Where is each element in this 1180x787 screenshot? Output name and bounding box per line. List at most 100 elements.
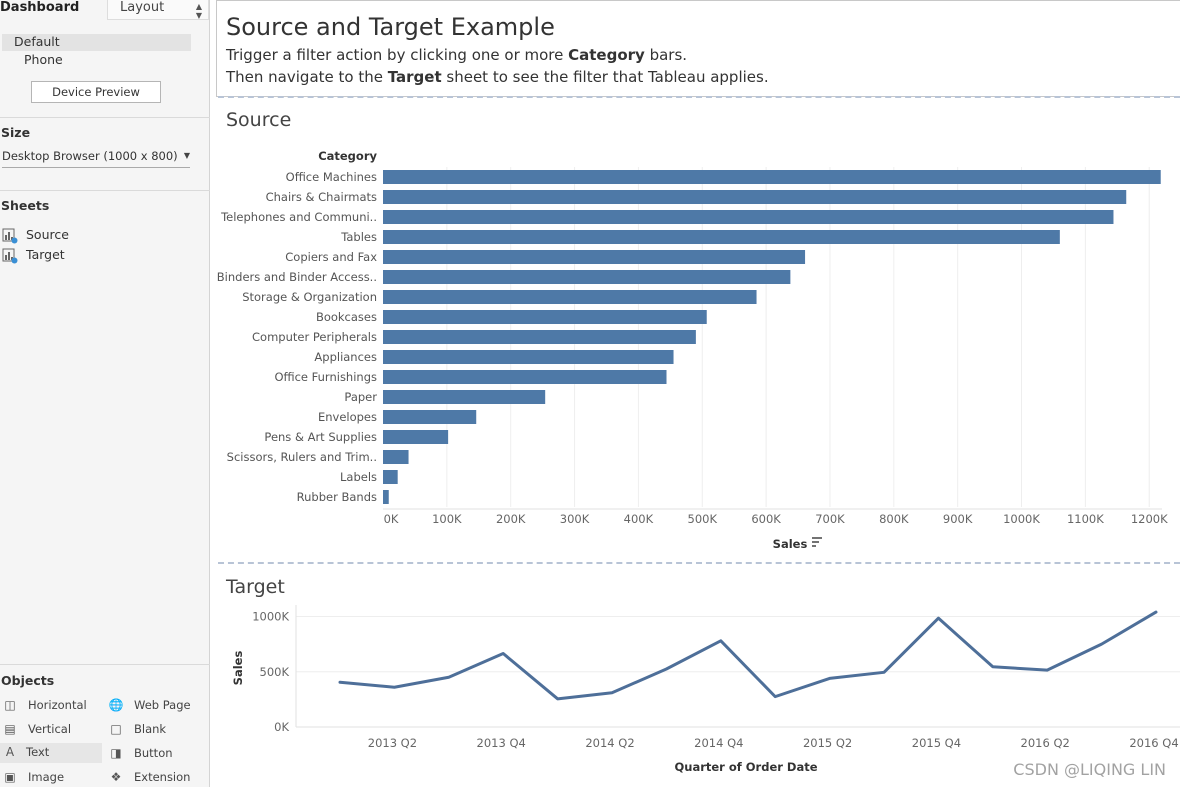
- tab-layout-label: Layout: [120, 0, 165, 15]
- x-tick-label: 2013 Q2: [368, 736, 417, 750]
- x-tick-label: 500K: [688, 512, 718, 526]
- objects-section-title: Objects: [1, 673, 55, 688]
- x-tick-label: 100K: [432, 512, 462, 526]
- x-tick-label: 2014 Q4: [694, 736, 743, 750]
- object-blank[interactable]: □ Blank: [108, 720, 208, 740]
- category-label: Storage & Organization: [242, 290, 377, 304]
- bar[interactable]: [383, 290, 757, 304]
- object-extension[interactable]: ❖ Extension: [108, 768, 208, 787]
- bar[interactable]: [383, 410, 477, 424]
- size-dropdown[interactable]: Desktop Browser (1000 x 800) ▼: [2, 149, 190, 168]
- watermark: CSDN @LIQING LIN: [1013, 760, 1166, 779]
- instruction-text: Trigger a filter action by clicking one …: [226, 46, 569, 64]
- bar[interactable]: [383, 330, 696, 344]
- x-tick-label: 300K: [560, 512, 590, 526]
- category-label: Telephones and Communi..: [220, 210, 377, 224]
- x-axis-title: Quarter of Order Date: [674, 760, 817, 774]
- divider: [0, 664, 210, 665]
- x-axis-title: Sales: [773, 537, 808, 551]
- sort-icon: [812, 537, 822, 547]
- horizontal-container-icon: ◫: [4, 698, 16, 712]
- object-image[interactable]: ▣ Image: [2, 768, 102, 787]
- target-line-chart[interactable]: 0K 500K 1000K Sales 2013 Q2 2013 Q4 2014 Q2 201…: [216, 605, 1180, 785]
- object-label: Blank: [134, 722, 167, 736]
- y-axis-title: Sales: [231, 651, 245, 686]
- bar[interactable]: [383, 170, 1161, 184]
- device-default[interactable]: Default: [2, 34, 191, 51]
- bar[interactable]: [383, 310, 707, 324]
- button-icon: ◨: [110, 746, 122, 760]
- puzzle-icon: ❖: [110, 770, 122, 784]
- size-dropdown-value: Desktop Browser (1000 x 800): [2, 149, 178, 163]
- x-tick-label: 2014 Q2: [585, 736, 634, 750]
- vertical-container-icon: ▤: [4, 722, 16, 736]
- divider: [0, 190, 210, 191]
- category-label: Binders and Binder Access..: [217, 270, 377, 284]
- category-label: Tables: [340, 230, 377, 244]
- y-tick-label: 1000K: [252, 610, 289, 624]
- bar[interactable]: [383, 230, 1060, 244]
- category-label: Office Furnishings: [274, 370, 377, 384]
- x-tick-label: 800K: [879, 512, 909, 526]
- object-web-page[interactable]: 🌐 Web Page: [108, 696, 208, 716]
- instruction-line-1: Trigger a filter action by clicking one …: [226, 46, 687, 64]
- bar[interactable]: [383, 350, 674, 364]
- object-label: Web Page: [134, 698, 191, 712]
- container-divider: [218, 562, 1180, 564]
- x-tick-label: 600K: [751, 512, 781, 526]
- bar[interactable]: [383, 270, 791, 284]
- category-label: Paper: [344, 390, 377, 404]
- object-label: Horizontal: [28, 698, 87, 712]
- x-tick-label: 900K: [943, 512, 973, 526]
- bar[interactable]: [383, 450, 409, 464]
- instruction-bold: Target: [387, 68, 442, 86]
- category-label: Labels: [340, 470, 377, 484]
- x-tick-label: 1100K: [1067, 512, 1104, 526]
- sheets-section-title: Sheets: [1, 198, 50, 213]
- instruction-bold: Category: [568, 46, 645, 64]
- bar[interactable]: [383, 490, 389, 504]
- dashboard-text-object[interactable]: Source and Target Example Trigger a filt…: [216, 0, 1180, 97]
- device-preview-button[interactable]: Device Preview: [31, 81, 161, 103]
- container-divider: [218, 96, 1180, 98]
- x-tick-label: 2016 Q4: [1129, 736, 1178, 750]
- x-tick-label: 2015 Q4: [912, 736, 961, 750]
- object-text[interactable]: A Text: [0, 743, 102, 763]
- bar[interactable]: [383, 190, 1127, 204]
- category-label: Chairs & Chairmats: [266, 190, 377, 204]
- bar[interactable]: [383, 430, 449, 444]
- object-label: Image: [28, 770, 65, 784]
- tab-layout[interactable]: Layout ▲ ▼: [107, 0, 209, 20]
- text-icon: A: [5, 745, 15, 759]
- x-tick-label: 2013 Q4: [477, 736, 526, 750]
- object-horizontal[interactable]: ◫ Horizontal: [2, 696, 102, 716]
- size-section-title: Size: [1, 125, 31, 140]
- target-sheet-title: Target: [226, 576, 285, 598]
- x-tick-label: 2015 Q2: [803, 736, 852, 750]
- sales-line[interactable]: [338, 610, 1158, 701]
- dashboard-title: Source and Target Example: [226, 13, 555, 41]
- bar[interactable]: [383, 250, 806, 264]
- object-label: Text: [26, 745, 50, 759]
- chevron-down-icon: ▼: [183, 151, 190, 160]
- bar[interactable]: [383, 470, 398, 484]
- category-label: Rubber Bands: [297, 490, 377, 504]
- source-bar-chart[interactable]: Category Office Machines Chairs & Chairmat…: [216, 140, 1180, 560]
- instruction-line-2: Then navigate to the Target sheet to see…: [226, 68, 769, 86]
- bar[interactable]: [383, 390, 546, 404]
- object-label: Vertical: [28, 722, 72, 736]
- device-phone[interactable]: Phone: [24, 52, 63, 67]
- worksheet-icon: [2, 228, 18, 244]
- category-label: Pens & Art Supplies: [264, 430, 377, 444]
- object-button[interactable]: ◨ Button: [108, 744, 208, 764]
- x-tick-label: 1200K: [1131, 512, 1168, 526]
- tab-dashboard[interactable]: Dashboard: [0, 0, 80, 15]
- object-vertical[interactable]: ▤ Vertical: [2, 720, 102, 740]
- object-label: Extension: [134, 770, 191, 784]
- bar[interactable]: [383, 210, 1114, 224]
- bar[interactable]: [383, 370, 667, 384]
- category-header: Category: [318, 149, 377, 163]
- x-tick-label: 0K: [384, 512, 399, 526]
- category-label: Bookcases: [316, 310, 377, 324]
